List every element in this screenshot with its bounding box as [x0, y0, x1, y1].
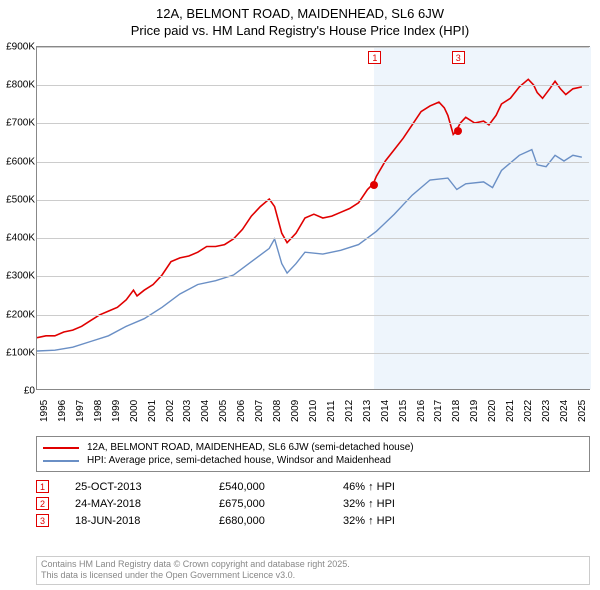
x-axis-labels: 1995 1996 1997 1998 1999 2000 2001 2002 2003 2004…	[36, 394, 590, 430]
sale-point-dot	[454, 127, 462, 135]
event-hpi-3: 32% ↑ HPI	[343, 515, 463, 527]
series-price	[37, 79, 582, 337]
x-axis-label: 2023	[541, 400, 552, 422]
gridline	[37, 47, 589, 48]
legend-item-price: 12A, BELMONT ROAD, MAIDENHEAD, SL6 6JW (…	[43, 441, 583, 454]
y-axis-label: £500K	[1, 194, 35, 205]
event-hpi-2: 32% ↑ HPI	[343, 498, 463, 510]
gridline	[37, 85, 589, 86]
gridline	[37, 276, 589, 277]
x-axis-label: 2021	[505, 400, 516, 422]
x-axis-label: 1998	[93, 400, 104, 422]
event-marker-2: 2	[36, 497, 49, 510]
y-axis-label: £900K	[1, 42, 35, 53]
sale-point-dot	[370, 181, 378, 189]
x-axis-label: 2011	[326, 400, 337, 422]
title-line-1: 12A, BELMONT ROAD, MAIDENHEAD, SL6 6JW	[0, 6, 600, 23]
x-axis-label: 1999	[111, 400, 122, 422]
x-axis-label: 2015	[398, 400, 409, 422]
x-axis-label: 1995	[39, 400, 50, 422]
event-price-2: £675,000	[219, 498, 339, 510]
event-row-1: 1 25-OCT-2013 £540,000 46% ↑ HPI	[36, 478, 590, 495]
x-axis-label: 2006	[236, 400, 247, 422]
x-axis-label: 2004	[200, 400, 211, 422]
gridline	[37, 238, 589, 239]
event-marker-1: 1	[36, 480, 49, 493]
x-axis-label: 2014	[380, 400, 391, 422]
legend-label-hpi: HPI: Average price, semi-detached house,…	[87, 455, 391, 466]
x-axis-label: 2024	[559, 400, 570, 422]
event-marker-3: 3	[36, 514, 49, 527]
legend-label-price: 12A, BELMONT ROAD, MAIDENHEAD, SL6 6JW (…	[87, 442, 414, 453]
legend-swatch-price	[43, 447, 79, 449]
x-axis-label: 2020	[487, 400, 498, 422]
x-axis-label: 2018	[451, 400, 462, 422]
legend: 12A, BELMONT ROAD, MAIDENHEAD, SL6 6JW (…	[36, 436, 590, 472]
series-hpi	[37, 150, 582, 351]
chart-title: 12A, BELMONT ROAD, MAIDENHEAD, SL6 6JW P…	[0, 0, 600, 40]
x-axis-label: 1996	[57, 400, 68, 422]
event-price-1: £540,000	[219, 481, 339, 493]
plot-area: £0£100K£200K£300K£400K£500K£600K£700K£80…	[36, 46, 590, 390]
y-axis-label: £300K	[1, 271, 35, 282]
event-marker-flag: 3	[452, 51, 465, 64]
x-axis-label: 2012	[344, 400, 355, 422]
y-axis-label: £700K	[1, 118, 35, 129]
gridline	[37, 162, 589, 163]
x-axis-label: 2002	[165, 400, 176, 422]
y-axis-label: £800K	[1, 80, 35, 91]
y-axis-label: £100K	[1, 347, 35, 358]
footer-line-1: Contains HM Land Registry data © Crown c…	[41, 559, 585, 570]
y-axis-label: £200K	[1, 309, 35, 320]
y-axis-label: £400K	[1, 233, 35, 244]
y-axis-label: £600K	[1, 156, 35, 167]
event-marker-flag: 1	[368, 51, 381, 64]
x-axis-label: 2013	[362, 400, 373, 422]
event-date-3: 18-JUN-2018	[75, 515, 215, 527]
legend-swatch-hpi	[43, 460, 79, 462]
x-axis-label: 2003	[182, 400, 193, 422]
event-row-2: 2 24-MAY-2018 £675,000 32% ↑ HPI	[36, 495, 590, 512]
title-line-2: Price paid vs. HM Land Registry's House …	[0, 23, 600, 40]
chart-container: 12A, BELMONT ROAD, MAIDENHEAD, SL6 6JW P…	[0, 0, 600, 590]
footer-line-2: This data is licensed under the Open Gov…	[41, 570, 585, 581]
x-axis-label: 2005	[218, 400, 229, 422]
event-row-3: 3 18-JUN-2018 £680,000 32% ↑ HPI	[36, 512, 590, 529]
event-price-3: £680,000	[219, 515, 339, 527]
gridline	[37, 123, 589, 124]
legend-item-hpi: HPI: Average price, semi-detached house,…	[43, 454, 583, 467]
event-hpi-1: 46% ↑ HPI	[343, 481, 463, 493]
event-date-1: 25-OCT-2013	[75, 481, 215, 493]
x-axis-label: 2007	[254, 400, 265, 422]
x-axis-label: 2001	[147, 400, 158, 422]
x-axis-label: 2019	[469, 400, 480, 422]
y-axis-label: £0	[1, 386, 35, 397]
x-axis-label: 2017	[433, 400, 444, 422]
x-axis-label: 2008	[272, 400, 283, 422]
x-axis-label: 2010	[308, 400, 319, 422]
x-axis-label: 2016	[416, 400, 427, 422]
gridline	[37, 200, 589, 201]
chart-lines	[37, 47, 589, 389]
x-axis-label: 2000	[129, 400, 140, 422]
x-axis-label: 2009	[290, 400, 301, 422]
event-date-2: 24-MAY-2018	[75, 498, 215, 510]
gridline	[37, 353, 589, 354]
x-axis-label: 2025	[577, 400, 588, 422]
footer-note: Contains HM Land Registry data © Crown c…	[36, 556, 590, 585]
x-axis-label: 1997	[75, 400, 86, 422]
gridline	[37, 315, 589, 316]
events-table: 1 25-OCT-2013 £540,000 46% ↑ HPI 2 24-MA…	[36, 478, 590, 529]
x-axis-label: 2022	[523, 400, 534, 422]
